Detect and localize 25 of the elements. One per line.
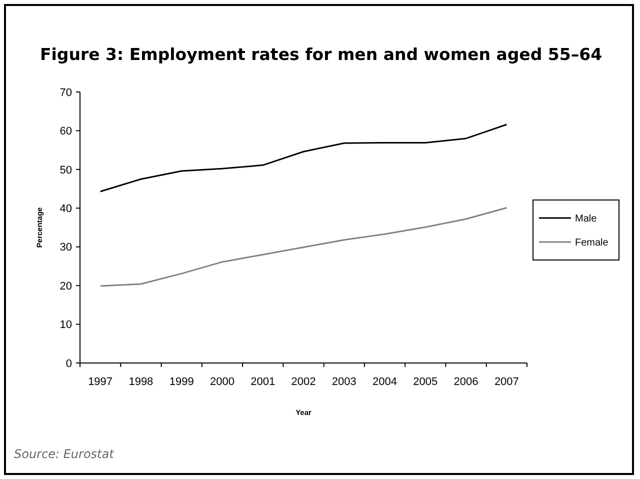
line-series [100, 207, 508, 287]
x-tick-label: 2002 [291, 376, 316, 388]
x-tick-label: 2001 [250, 376, 276, 388]
y-tick-label: 10 [60, 319, 72, 332]
y-tick-label: 40 [60, 202, 72, 215]
legend-label: Male [575, 214, 598, 224]
y-tick-label: 70 [60, 86, 72, 99]
x-tick-label: 2005 [413, 376, 438, 388]
source-note: Source: Eurostat [14, 447, 116, 461]
x-tick-label: 2004 [372, 376, 398, 388]
x-tick-label: 2000 [210, 376, 234, 388]
x-tick-label: 1998 [128, 376, 154, 388]
line-series [100, 124, 508, 192]
y-tick-label: 50 [60, 164, 72, 176]
x-tick-label: 2003 [332, 376, 356, 388]
x-tick-label: 2007 [494, 376, 519, 388]
legend-label: Female [575, 238, 609, 248]
x-tick-label: 1997 [88, 376, 113, 388]
y-tick-label: 0 [66, 358, 72, 370]
y-tick-label: 20 [60, 280, 72, 292]
y-tick-label: 60 [60, 126, 72, 138]
y-tick-label: 30 [60, 242, 72, 254]
chart-title: Figure 3: Employment rates for men and women aged 55–64 [40, 45, 602, 64]
x-tick-label: 1999 [169, 376, 194, 388]
x-tick-label: 2006 [454, 376, 478, 388]
